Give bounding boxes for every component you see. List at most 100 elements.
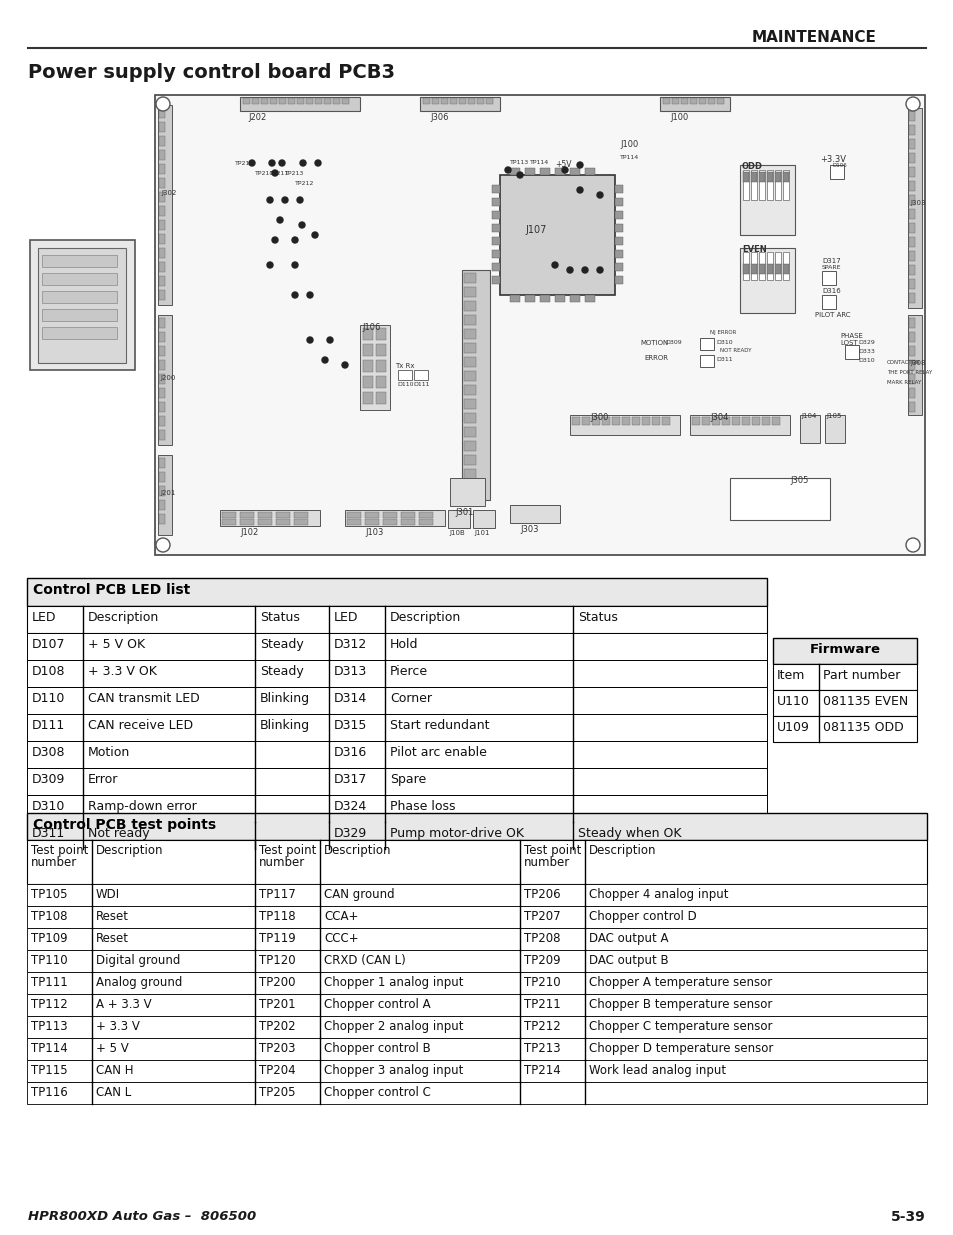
Text: Description: Description bbox=[588, 844, 656, 857]
Bar bbox=[742, 172, 748, 182]
Bar bbox=[240, 519, 253, 525]
Text: Chopper B temperature sensor: Chopper B temperature sensor bbox=[588, 998, 772, 1011]
Text: CAN ground: CAN ground bbox=[324, 888, 395, 902]
Text: D310: D310 bbox=[857, 358, 874, 363]
Bar bbox=[27, 972, 926, 994]
Bar bbox=[347, 513, 360, 517]
Bar bbox=[774, 264, 781, 274]
Bar bbox=[510, 168, 519, 175]
Bar bbox=[463, 454, 476, 466]
Bar bbox=[159, 206, 165, 216]
Bar bbox=[461, 270, 490, 500]
Bar bbox=[27, 634, 766, 659]
Text: Chopper control A: Chopper control A bbox=[324, 998, 430, 1011]
Text: TP120: TP120 bbox=[258, 953, 295, 967]
Text: Work lead analog input: Work lead analog input bbox=[588, 1065, 725, 1077]
Bar bbox=[159, 487, 165, 496]
Bar bbox=[159, 107, 165, 119]
Bar bbox=[680, 98, 687, 104]
Bar bbox=[159, 262, 165, 272]
Bar bbox=[499, 175, 615, 295]
Bar bbox=[908, 317, 914, 329]
Text: TP114: TP114 bbox=[530, 161, 549, 165]
Bar bbox=[766, 252, 772, 280]
Bar bbox=[458, 98, 465, 104]
Bar bbox=[908, 182, 914, 191]
Text: TP119: TP119 bbox=[258, 932, 295, 945]
Bar bbox=[27, 741, 766, 768]
Bar bbox=[759, 252, 764, 280]
Text: D111: D111 bbox=[413, 382, 429, 387]
Bar bbox=[750, 252, 757, 280]
Bar bbox=[821, 295, 835, 309]
Circle shape bbox=[49, 269, 61, 282]
Bar bbox=[908, 279, 914, 289]
Bar bbox=[800, 415, 820, 443]
Bar bbox=[721, 417, 729, 425]
Text: J308: J308 bbox=[909, 359, 924, 366]
Circle shape bbox=[296, 198, 303, 203]
Bar bbox=[908, 195, 914, 205]
Text: Chopper control C: Chopper control C bbox=[324, 1086, 431, 1099]
Circle shape bbox=[561, 167, 567, 173]
Bar bbox=[347, 519, 360, 525]
Bar bbox=[492, 185, 499, 193]
Circle shape bbox=[327, 337, 333, 343]
Bar bbox=[294, 519, 308, 525]
Bar bbox=[908, 111, 914, 121]
Bar bbox=[414, 370, 428, 380]
Text: Reset: Reset bbox=[96, 910, 129, 923]
Bar bbox=[306, 98, 313, 104]
Bar bbox=[27, 795, 766, 823]
Bar bbox=[158, 315, 172, 445]
Bar bbox=[615, 211, 622, 219]
Bar bbox=[555, 295, 564, 303]
Text: SPARE: SPARE bbox=[821, 266, 841, 270]
Bar bbox=[463, 287, 476, 296]
Text: TP212: TP212 bbox=[294, 182, 314, 186]
Bar bbox=[27, 884, 926, 906]
Text: 081135 EVEN: 081135 EVEN bbox=[822, 695, 907, 708]
Bar bbox=[159, 403, 165, 412]
Bar bbox=[908, 251, 914, 261]
Bar bbox=[750, 264, 757, 274]
Bar bbox=[27, 813, 926, 840]
Circle shape bbox=[298, 222, 305, 228]
Text: TP214: TP214 bbox=[234, 161, 254, 165]
Text: D111: D111 bbox=[32, 719, 65, 732]
Text: CRXD (CAN L): CRXD (CAN L) bbox=[324, 953, 405, 967]
Bar bbox=[294, 513, 308, 517]
Text: U110: U110 bbox=[776, 695, 809, 708]
Text: number: number bbox=[258, 856, 305, 869]
Circle shape bbox=[566, 267, 573, 273]
Bar bbox=[159, 275, 165, 287]
Bar bbox=[759, 170, 764, 200]
Text: LED: LED bbox=[334, 611, 358, 624]
Bar bbox=[908, 332, 914, 342]
Text: TP114: TP114 bbox=[30, 1042, 68, 1055]
Text: Chopper 3 analog input: Chopper 3 analog input bbox=[324, 1065, 463, 1077]
Bar bbox=[908, 237, 914, 247]
Bar bbox=[492, 263, 499, 270]
Bar bbox=[27, 1037, 926, 1060]
Bar bbox=[159, 136, 165, 146]
Bar bbox=[782, 172, 788, 182]
Circle shape bbox=[577, 186, 582, 193]
Bar bbox=[772, 638, 916, 664]
Text: U109: U109 bbox=[776, 721, 809, 734]
Circle shape bbox=[597, 267, 602, 273]
Bar bbox=[382, 513, 396, 517]
Bar bbox=[615, 224, 622, 232]
Bar bbox=[27, 714, 766, 741]
Text: Status: Status bbox=[578, 611, 618, 624]
Bar bbox=[782, 264, 788, 274]
Text: TP105: TP105 bbox=[30, 888, 68, 902]
Bar bbox=[689, 98, 697, 104]
Text: 5-39: 5-39 bbox=[890, 1210, 925, 1224]
Text: Phase loss: Phase loss bbox=[390, 800, 455, 813]
Bar bbox=[159, 149, 165, 161]
Text: Steady when OK: Steady when OK bbox=[578, 827, 680, 840]
Circle shape bbox=[307, 337, 313, 343]
Bar bbox=[341, 98, 349, 104]
Bar bbox=[584, 168, 595, 175]
